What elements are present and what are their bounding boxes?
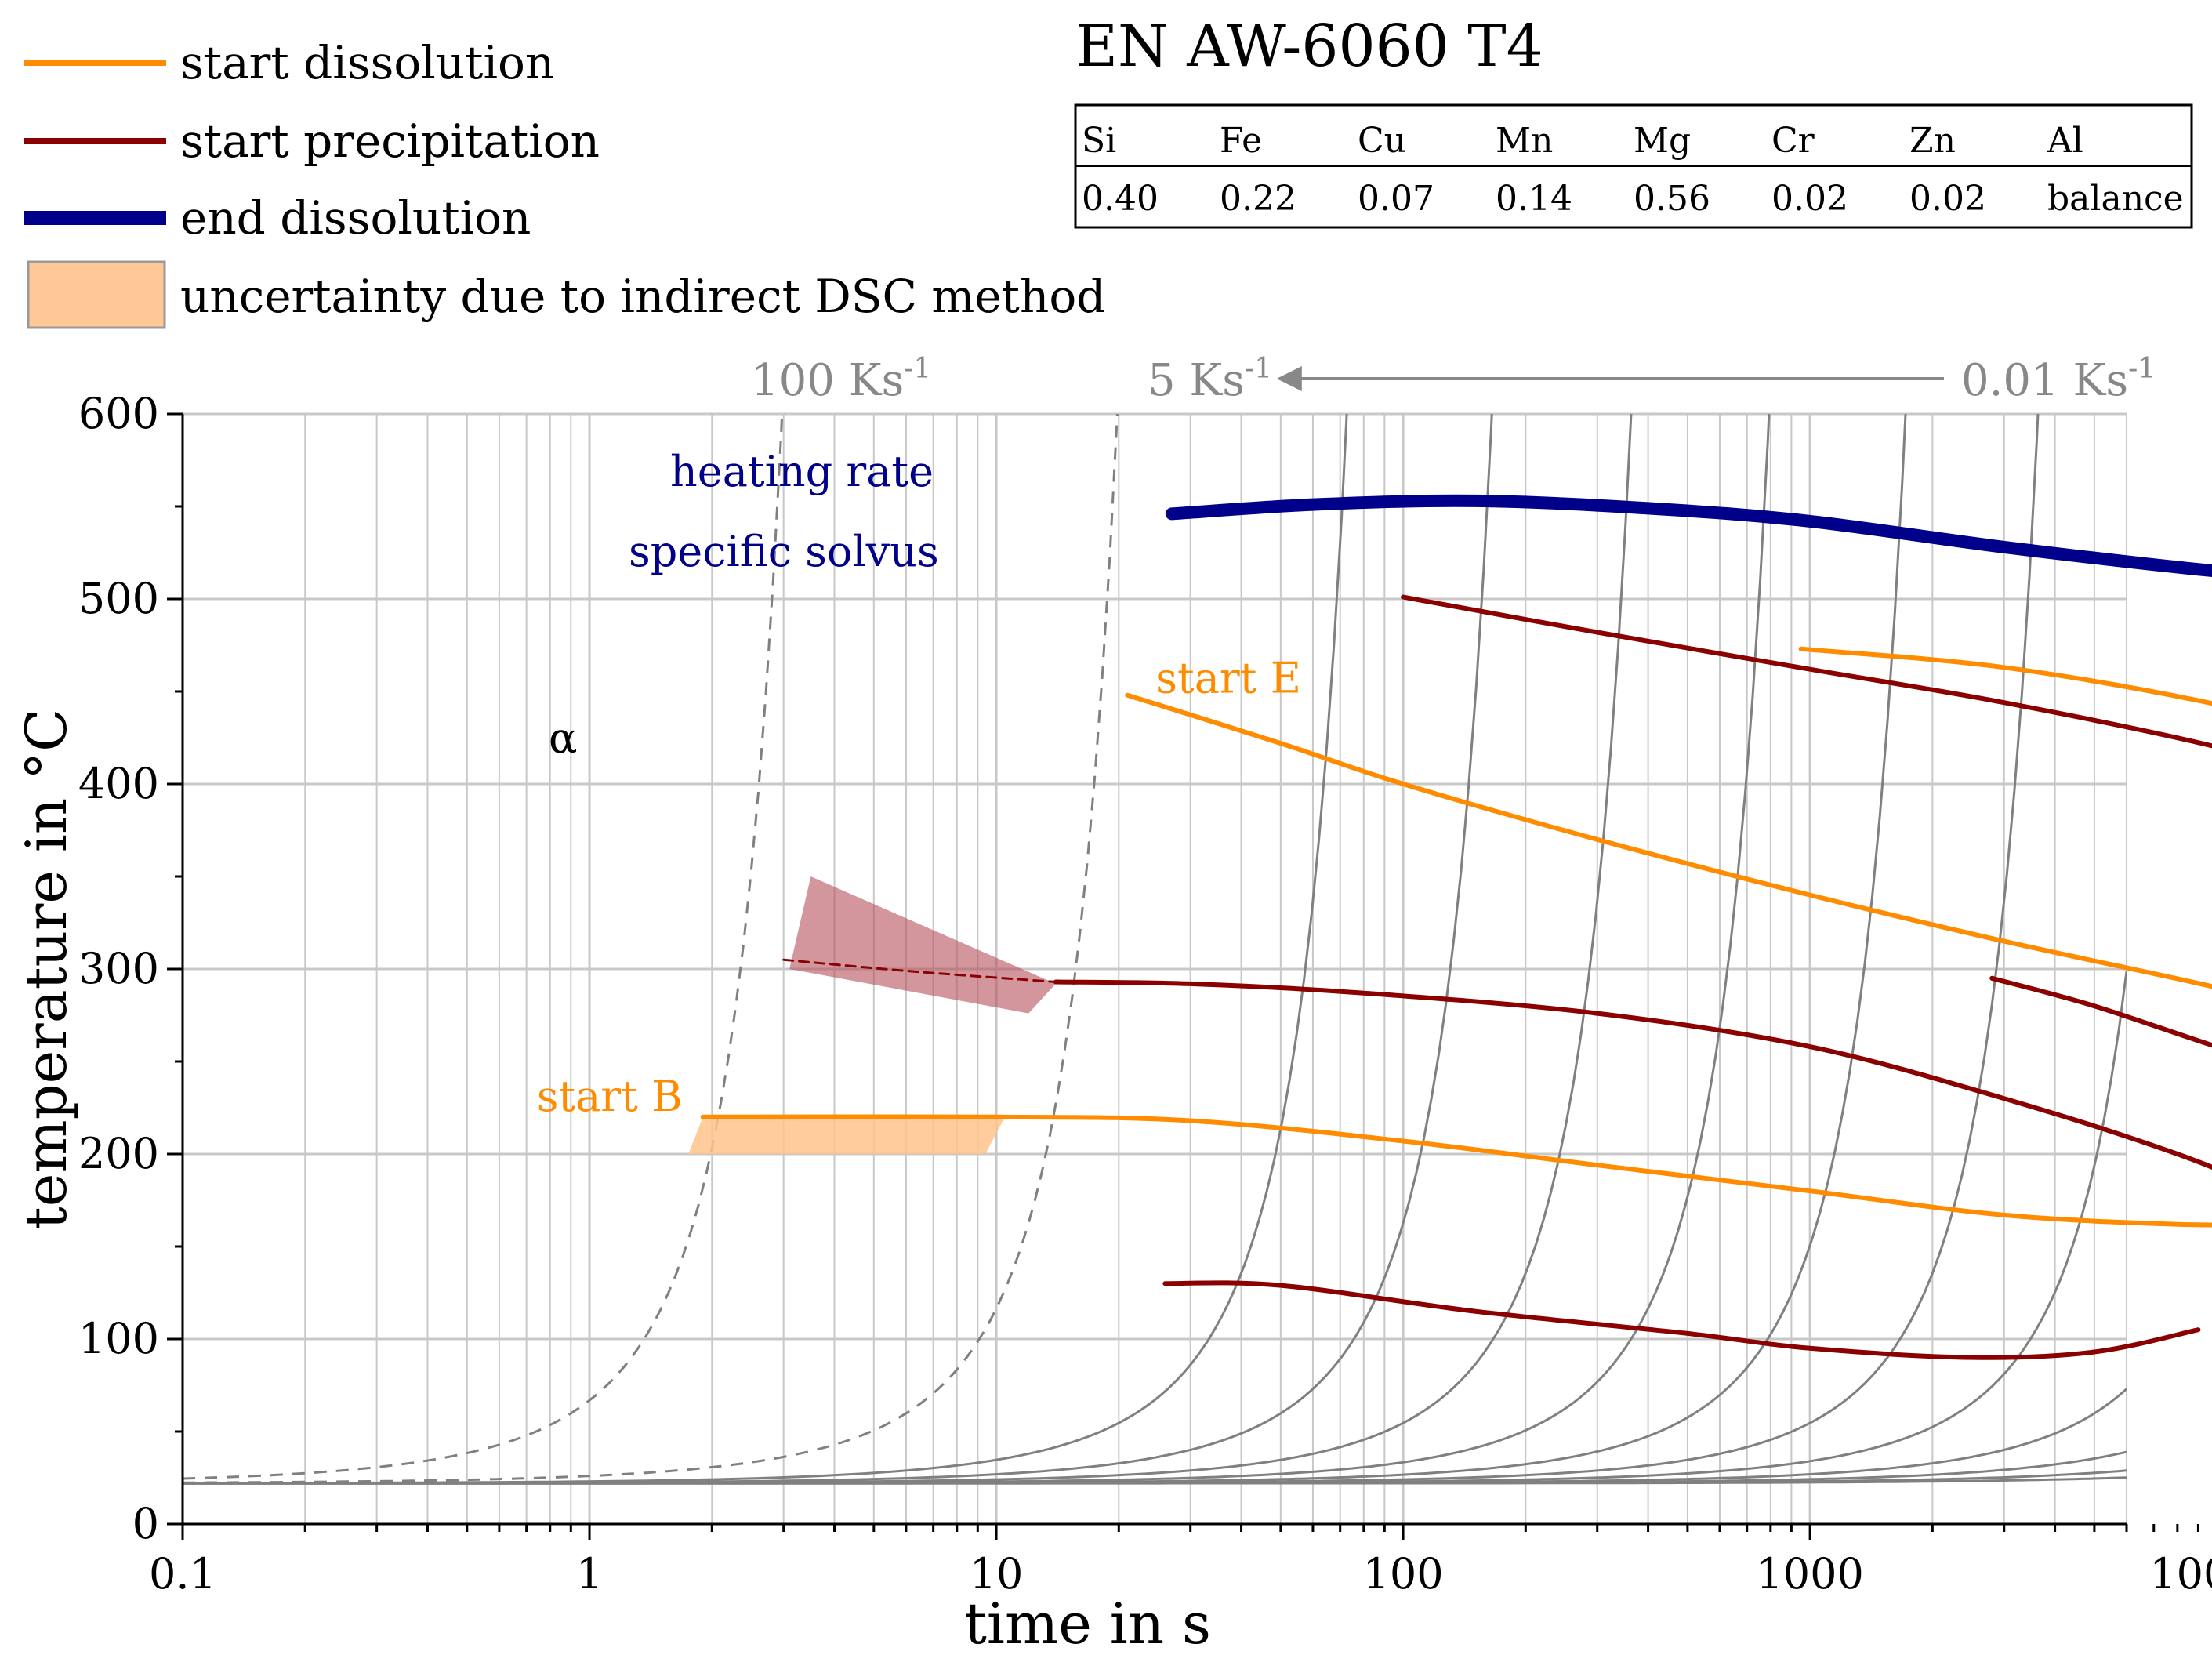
series-line-start-a — [1162, 1280, 2201, 1360]
legend-label-start-dissolution: start dissolution — [180, 36, 554, 89]
table-value-cr: 0.02 — [1771, 179, 1848, 219]
table-header-al: Al — [2047, 121, 2083, 161]
grid — [181, 412, 2127, 1526]
heating-rate-curve — [183, 414, 1493, 1485]
table-header-cu: Cu — [1358, 121, 1406, 161]
y-tick-label: 200 — [78, 1129, 159, 1178]
y-tick-label: 400 — [78, 759, 159, 808]
heating-rate-curve — [183, 414, 1348, 1485]
composition-table: Si Fe Cu Mn Mg Cr Zn Al 0.40 0.22 0.07 0.14 0.56 0.02… — [1074, 103, 2193, 229]
rate-label-001: 0.01 Ks-1 — [1961, 353, 2156, 406]
series-line-start-f — [1401, 594, 2212, 749]
table-header-mg: Mg — [1634, 121, 1691, 161]
table-value-mg: 0.56 — [1634, 179, 1710, 219]
series-line-start-d — [1989, 975, 2212, 1048]
solvus-label-line2: specific solvus — [629, 527, 939, 576]
heating-rate-curve — [183, 1388, 2127, 1485]
series-line-start-e — [1125, 692, 2212, 989]
heating-rate-curve-dashed — [183, 414, 1119, 1484]
legend-label-start-precipitation: start precipitation — [180, 114, 600, 168]
series-line-start-b — [700, 1114, 2212, 1228]
y-tick-label: 300 — [78, 944, 159, 993]
legend-label-uncertainty: uncertainty due to indirect DSC method — [180, 270, 1105, 323]
rate-label-5: 5 Ks-1 — [1148, 353, 1272, 406]
heating-rate-curve — [183, 414, 2040, 1485]
series-label-start-e: start E — [1155, 654, 1301, 703]
x-tick-label: 10 — [970, 1549, 1024, 1598]
x-tick-label: 1000 — [1756, 1549, 1863, 1598]
uncertainty-band-dissolution — [688, 1116, 1006, 1154]
x-tick-label: 0.1 — [149, 1549, 216, 1598]
y-tick-label: 500 — [78, 574, 159, 623]
heating-rate-curves — [183, 414, 2127, 1485]
heating-rate-curve — [183, 1476, 2127, 1485]
legend: start dissolution start precipitation en… — [24, 36, 1105, 329]
alloy-title: EN AW-6060 T4 — [1075, 13, 1543, 80]
table-header-si: Si — [1082, 121, 1116, 161]
table-header-fe: Fe — [1220, 121, 1262, 161]
uncertainty-bands — [688, 876, 1056, 1154]
x-axis-title: time in s — [964, 1591, 1211, 1657]
rate-annotation: 100 Ks-1 5 Ks-1 0.01 Ks-1 — [751, 353, 2156, 406]
heating-rate-curve — [183, 414, 1633, 1485]
legend-swatch-uncertainty — [27, 260, 166, 329]
legend-label-end-dissolution: end dissolution — [180, 191, 531, 245]
table-header-mn: Mn — [1496, 121, 1553, 161]
x-tick-label: 1 — [576, 1549, 603, 1598]
series-line-start-c-indirect — [782, 958, 1057, 983]
phase-label-alpha: α — [549, 713, 577, 763]
data-series — [700, 494, 2212, 1360]
series-line-start-g — [1798, 646, 2212, 706]
y-axis-title: temperature in °C — [13, 709, 79, 1229]
table-value-mn: 0.14 — [1496, 179, 1572, 219]
tick-labels: 0.1 1 10 100 1000 10000 0 100 200 300 400 500 600 — [78, 389, 2212, 1598]
heating-rate-curve-dashed — [183, 414, 784, 1480]
y-tick-label: 600 — [78, 389, 159, 438]
y-tick-label: 0 — [132, 1499, 159, 1548]
series-label-start-b: start B — [537, 1072, 683, 1121]
table-header-zn: Zn — [1909, 121, 1956, 161]
solvus-label-line1: heating rate — [670, 447, 934, 496]
y-tick-label: 100 — [78, 1314, 159, 1363]
table-value-fe: 0.22 — [1220, 179, 1296, 219]
rate-label-100: 100 Ks-1 — [751, 353, 931, 406]
table-value-cu: 0.07 — [1358, 179, 1434, 219]
series-line-start-c — [1053, 979, 2212, 1170]
x-tick-label: 100 — [1363, 1549, 1444, 1598]
table-value-al: balance — [2047, 179, 2184, 219]
axes — [167, 412, 2199, 1540]
heating-rate-curve — [183, 414, 1771, 1485]
table-header-cr: Cr — [1771, 121, 1815, 161]
heating-rate-curve — [183, 971, 2127, 1485]
uncertainty-band-precipitation — [789, 876, 1056, 1014]
table-value-zn: 0.02 — [1909, 179, 1986, 219]
table-value-si: 0.40 — [1082, 179, 1159, 219]
x-tick-label: 10000 — [2149, 1549, 2212, 1598]
series-line-end-dissolution — [1165, 494, 2212, 578]
